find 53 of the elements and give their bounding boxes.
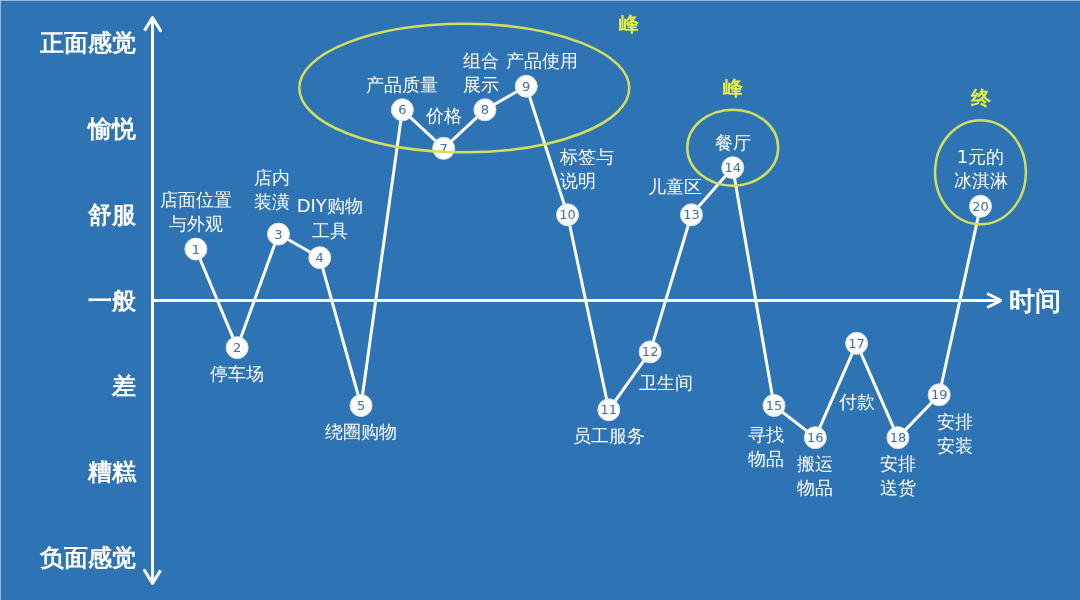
x-tick-label: 寻找物品 <box>748 423 785 469</box>
text: 一般 <box>87 286 137 315</box>
annotation: 4 <box>315 250 324 266</box>
x-tick-label: 标签与说明 <box>558 145 614 191</box>
x-tick-label: 绕圈购物 <box>325 420 398 442</box>
annotation: 10 <box>559 207 576 223</box>
point <box>184 237 208 261</box>
annotation: 17 <box>848 335 865 351</box>
annotation: 终 <box>969 86 992 111</box>
annotation: 15 <box>765 398 783 413</box>
text: 正面感觉 <box>38 29 136 58</box>
annotation: 19 <box>930 387 948 403</box>
annotation: 20 <box>972 198 989 214</box>
annotation: 2 <box>233 340 242 356</box>
annotation: 16 <box>807 430 824 446</box>
x-tick-label: 安排安装 <box>937 410 974 456</box>
x-axis-title: 时间 <box>1009 285 1062 316</box>
point <box>225 336 249 360</box>
annotation: 6 <box>398 102 407 118</box>
x-tick-label: 付款 <box>837 391 875 413</box>
x-tick-label: 餐厅 <box>714 131 751 153</box>
x-tick-label: 员工服务 <box>572 424 645 446</box>
annotation: 13 <box>683 207 700 223</box>
annotation: 1 <box>191 241 201 257</box>
annotation: 9 <box>522 78 531 94</box>
x-tick-label: 儿童区 <box>648 175 703 197</box>
annotation: 峰 <box>722 75 744 100</box>
annotation: 12 <box>641 344 659 360</box>
x-tick-label: 价格 <box>424 105 462 127</box>
x-tick-label: DIY购物工具 <box>296 195 363 241</box>
annotation: 8 <box>480 102 490 118</box>
x-tick-label: 卫生间 <box>639 371 694 393</box>
x-tick-label: 产品使用 <box>506 50 579 72</box>
x-tick-label: 店内装潢 <box>254 166 291 213</box>
x-tick-label: 停车场 <box>210 362 265 384</box>
annotation: 18 <box>889 430 907 446</box>
x-tick-label: 搬运物品 <box>797 452 834 498</box>
x-tick-label: 安排送货 <box>879 452 916 498</box>
text: 舒服 <box>86 200 137 229</box>
point <box>349 394 373 417</box>
annotation: 3 <box>274 226 283 242</box>
text: 峰 <box>619 11 641 36</box>
annotation: 5 <box>356 398 366 413</box>
text: 糟糕 <box>86 457 137 486</box>
x-tick-label: 组合展示 <box>462 49 499 95</box>
x-tick-label: 店面位置与外观 <box>159 188 232 235</box>
annotation: 14 <box>724 160 742 176</box>
text: 差 <box>110 372 136 401</box>
x-tick-label: 1元的冰淇淋 <box>953 146 1008 192</box>
text: 愉悦 <box>85 115 137 144</box>
annotation: 11 <box>600 402 618 418</box>
x-tick-label: 产品质量 <box>366 73 439 95</box>
text: 负面感觉 <box>38 543 136 572</box>
